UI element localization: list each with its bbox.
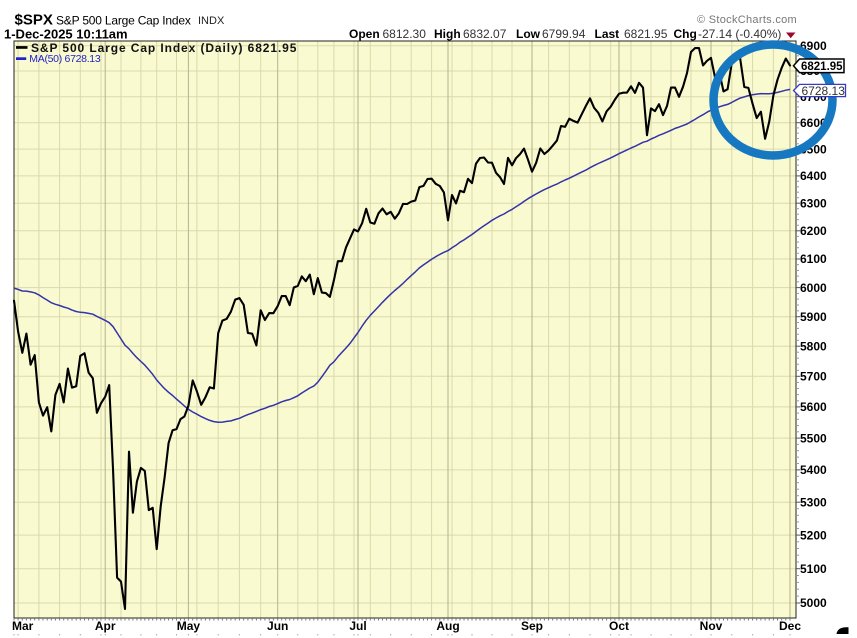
svg-text:5100: 5100 [800,562,827,576]
svg-text:Jun: Jun [267,619,288,633]
svg-text:6100: 6100 [800,252,827,266]
svg-text:5800: 5800 [800,339,827,353]
svg-text:6821.95: 6821.95 [801,61,843,73]
svg-text:5400: 5400 [800,463,827,477]
svg-text:5200: 5200 [800,528,827,542]
svg-text:6300: 6300 [800,196,827,210]
svg-text:© StockCharts.com: © StockCharts.com [697,14,797,26]
svg-text:6200: 6200 [800,224,827,238]
svg-text:Nov: Nov [700,619,723,633]
svg-text:May: May [177,619,201,633]
svg-text:6728.13: 6728.13 [802,84,846,98]
svg-text:5700: 5700 [800,370,827,384]
svg-text:Mar: Mar [12,619,34,633]
svg-text:5300: 5300 [800,495,827,509]
svg-text:S&P 500 Large Cap Index: S&P 500 Large Cap Index [56,14,191,28]
svg-text:6600: 6600 [800,116,827,130]
svg-text:$SPX: $SPX [15,12,53,29]
svg-text:Jul: Jul [349,619,366,633]
svg-text:MA(50) 6728.13: MA(50) 6728.13 [29,53,101,65]
svg-text:5000: 5000 [800,596,827,610]
svg-text:Sep: Sep [521,619,543,633]
svg-text:Aug: Aug [436,619,459,633]
svg-text:1-Dec-2025 10:11am: 1-Dec-2025 10:11am [4,27,128,42]
svg-text:INDX: INDX [198,15,225,27]
svg-text:6000: 6000 [800,281,827,295]
svg-text:5600: 5600 [800,400,827,414]
svg-text:5500: 5500 [800,431,827,445]
svg-text:Oct: Oct [609,619,629,633]
svg-text:5900: 5900 [800,310,827,324]
svg-text:Apr: Apr [95,619,116,633]
svg-text:Dec: Dec [779,619,801,633]
svg-text:S&P 500 Large Cap Index (Daily: S&P 500 Large Cap Index (Daily) 6821.95 [31,41,297,55]
svg-text:6400: 6400 [800,169,827,183]
